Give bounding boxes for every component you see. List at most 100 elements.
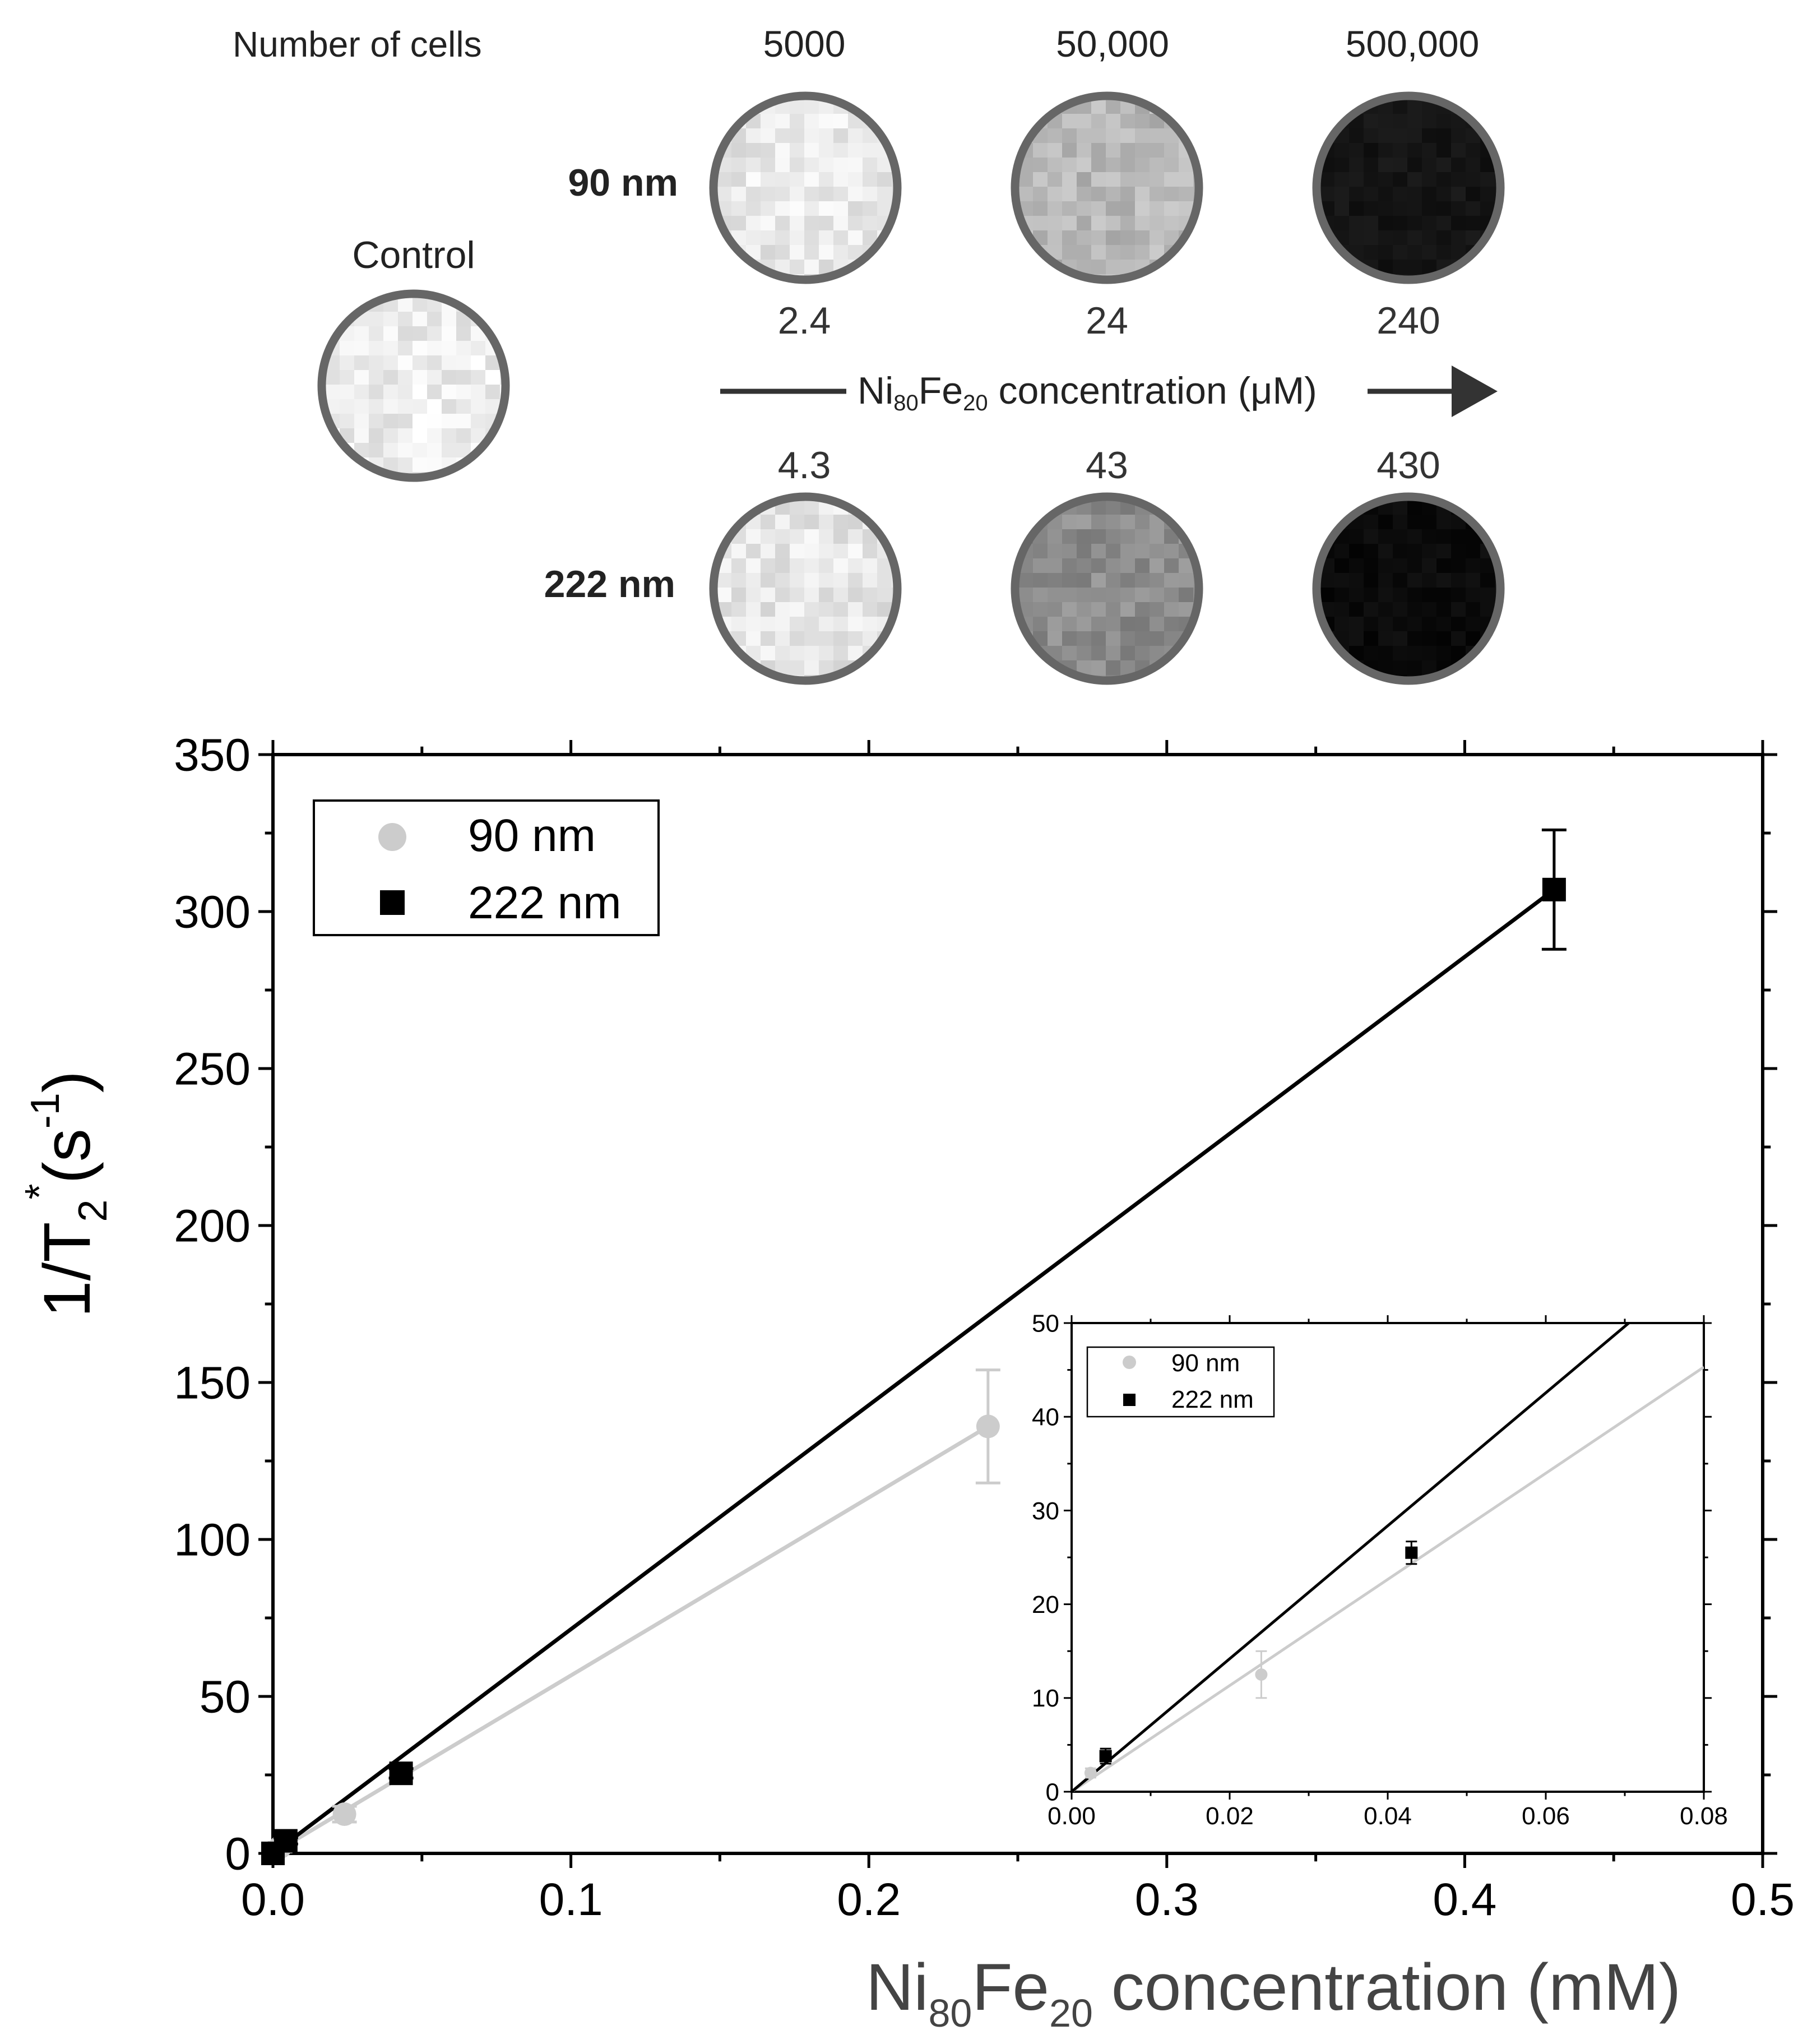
well-pixel xyxy=(1150,274,1165,276)
well-pixel xyxy=(354,326,369,341)
conc-90-1: 2.4 xyxy=(778,299,831,342)
well-ring xyxy=(709,492,902,685)
well-pixel xyxy=(731,187,747,202)
well-pixel xyxy=(427,399,442,414)
well-pixel xyxy=(1179,500,1194,515)
well-pixel xyxy=(790,631,805,646)
well-pixel xyxy=(1320,114,1335,129)
well-pixel xyxy=(775,529,790,544)
well-pixel xyxy=(761,158,776,173)
well-pixel xyxy=(1106,99,1121,114)
well-pixel xyxy=(1135,529,1150,544)
well-pixel xyxy=(1135,558,1150,574)
well-pixel xyxy=(1033,201,1048,216)
well-pixel xyxy=(1048,143,1063,158)
well-pixel xyxy=(1422,201,1437,216)
well-pixel xyxy=(746,201,761,216)
well-pixel xyxy=(1135,602,1150,617)
well-pixel xyxy=(731,500,747,515)
well-pixel xyxy=(1091,617,1106,632)
well-pixel xyxy=(1393,544,1408,559)
well-pixel xyxy=(790,128,805,144)
well-pixel xyxy=(746,230,761,246)
well-fill xyxy=(325,297,502,474)
well-pixel xyxy=(1378,558,1393,574)
well-pixel xyxy=(1179,274,1194,276)
well-pixel xyxy=(804,617,819,632)
well-pixel xyxy=(1480,588,1495,603)
well-pixel xyxy=(1091,646,1106,661)
well-pixel xyxy=(1495,646,1497,661)
well-pixel xyxy=(863,617,878,632)
well-pixel xyxy=(1334,187,1350,202)
well-pixel xyxy=(1135,128,1150,144)
inset-legend: 90 nm 222 nm xyxy=(1086,1346,1275,1418)
well-pixel xyxy=(833,216,849,231)
well-pixel xyxy=(1393,201,1408,216)
well-pixel xyxy=(1062,617,1077,632)
well-pixel xyxy=(1393,172,1408,187)
well-pixel xyxy=(848,230,863,246)
well-pixel xyxy=(413,355,428,371)
well-pixel xyxy=(731,143,747,158)
well-pixel xyxy=(1077,515,1092,530)
well-pixel xyxy=(1193,646,1195,661)
well-pixel xyxy=(804,99,819,114)
well-pixel xyxy=(1422,230,1437,246)
main-ytick-label: 250 xyxy=(174,1044,251,1095)
well-pixel xyxy=(775,558,790,574)
well-pixel xyxy=(1135,230,1150,246)
well-pixel xyxy=(1480,260,1495,275)
well-pixel xyxy=(1120,158,1136,173)
well-pixel xyxy=(1436,172,1452,187)
well-pixel xyxy=(746,558,761,574)
well-pixel xyxy=(1135,143,1150,158)
well-pixel xyxy=(804,515,819,530)
well-pixel xyxy=(877,172,892,187)
well-pixel xyxy=(819,631,834,646)
well-pixel xyxy=(1407,187,1422,202)
well-pixel xyxy=(1135,515,1150,530)
well-pixel xyxy=(1150,588,1165,603)
well-pixel xyxy=(1393,515,1408,530)
well-pixel xyxy=(790,573,805,588)
well-pixel xyxy=(442,428,457,443)
well-pixel xyxy=(1062,216,1077,231)
well-pixel xyxy=(1106,158,1121,173)
well-pixel xyxy=(1436,515,1452,530)
well-pixel xyxy=(804,274,819,276)
well-pixel xyxy=(1179,573,1194,588)
phantom-control xyxy=(317,289,510,482)
well-pixel xyxy=(1422,573,1437,588)
main-xtick-label: 0.3 xyxy=(1135,1874,1199,1925)
well-pixel xyxy=(1349,143,1364,158)
well-pixel xyxy=(1407,260,1422,275)
well-pixel xyxy=(1436,158,1452,173)
main-y-axis-label: 1/T2*(s-1) xyxy=(17,1071,115,1317)
well-pixel xyxy=(1407,675,1422,677)
well-pixel xyxy=(1320,660,1335,676)
well-pixel xyxy=(1062,158,1077,173)
main-ytick-label: 200 xyxy=(174,1201,251,1252)
well-pixel xyxy=(1018,274,1034,276)
legend-marker-90nm xyxy=(378,823,406,851)
well-pixel xyxy=(340,385,355,400)
well-pixel xyxy=(1193,187,1195,202)
well-pixel xyxy=(369,370,384,385)
main-xtick-label: 0.2 xyxy=(837,1874,901,1925)
well-pixel xyxy=(1091,573,1106,588)
well-pixel xyxy=(746,216,761,231)
well-pixel xyxy=(485,472,500,474)
well-pixel xyxy=(1436,573,1452,588)
well-pixel xyxy=(398,457,413,473)
well-pixel xyxy=(1393,558,1408,574)
well-pixel xyxy=(413,457,428,473)
well-pixel xyxy=(775,201,790,216)
well-pixel xyxy=(485,297,500,312)
well-pixel xyxy=(892,675,894,677)
well-pixel xyxy=(354,428,369,443)
well-pixel xyxy=(1077,602,1092,617)
well-pixel xyxy=(1349,544,1364,559)
well-pixel xyxy=(863,274,878,276)
well-pixel xyxy=(1091,114,1106,129)
